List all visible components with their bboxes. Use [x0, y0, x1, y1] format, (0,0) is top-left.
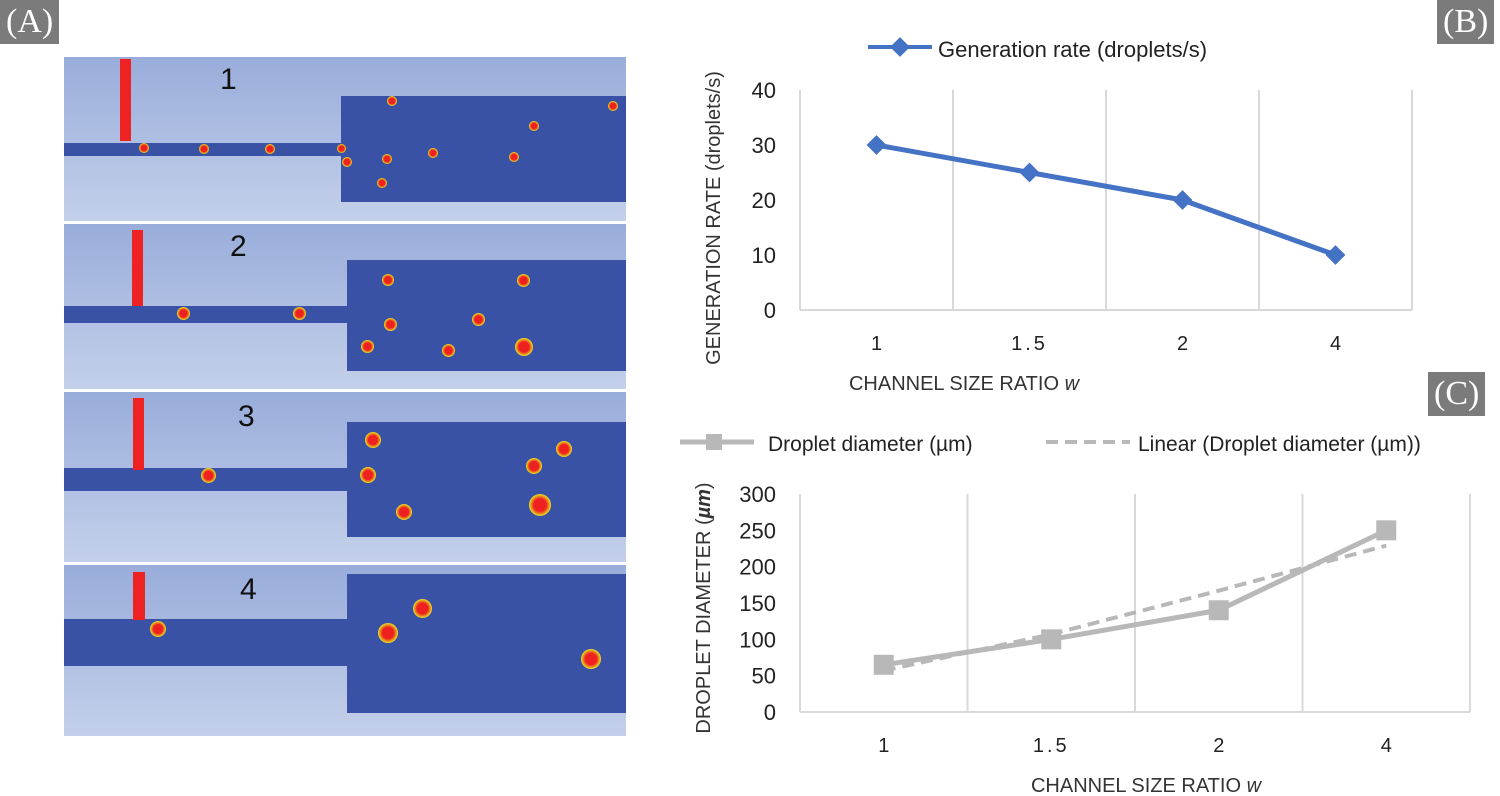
droplet: [413, 599, 432, 618]
simulation-frame-1: 1: [64, 57, 626, 221]
y-tick-label: 250: [739, 518, 776, 543]
y-tick-label: 100: [739, 627, 776, 652]
y-tick-label: 0: [764, 298, 776, 323]
y-tick-label: 0: [764, 700, 776, 725]
y-axis-label: DROPLET DIAMETER (µm): [693, 482, 715, 733]
y-tick-label: 200: [739, 555, 776, 580]
droplet: [293, 307, 306, 320]
y-tick-label: 300: [739, 482, 776, 507]
x-tick-label: 2: [1177, 333, 1188, 355]
simulation-label: 4: [240, 573, 257, 606]
droplet: [608, 101, 618, 111]
x-tick-label: 1: [878, 735, 889, 757]
panel-c-label: (C): [1428, 372, 1486, 416]
data-point: [1325, 245, 1346, 265]
wide-channel: [341, 96, 626, 202]
droplet: [581, 649, 601, 669]
droplet: [526, 458, 542, 474]
x-axis-label: CHANNEL SIZE RATIO w: [849, 373, 1081, 395]
droplet: [529, 121, 539, 131]
x-tick-label: 1: [871, 333, 882, 355]
series-line: [876, 142, 1337, 258]
panel-a-label: (A): [0, 0, 60, 44]
x-axis-label: CHANNEL SIZE RATIO w: [1031, 775, 1263, 796]
droplet: [382, 274, 394, 286]
droplet: [377, 178, 387, 188]
droplet: [378, 623, 398, 643]
panel-b-label: (B): [1437, 0, 1495, 44]
x-tick-label: 4: [1330, 333, 1341, 355]
droplet: [150, 621, 166, 637]
legend-label: Droplet diameter (µm): [768, 433, 973, 456]
narrow-channel: [64, 306, 350, 323]
dispersed-phase-inlet: [132, 230, 143, 306]
droplet: [365, 432, 381, 448]
data-point: [1208, 600, 1229, 621]
droplet: [509, 152, 519, 162]
data-point: [1172, 190, 1193, 210]
wide-channel: [347, 422, 626, 537]
simulation-label: 1: [220, 63, 237, 96]
droplet: [396, 504, 412, 520]
wide-channel: [347, 574, 626, 713]
droplet: [517, 274, 530, 287]
droplet: [515, 338, 533, 356]
y-tick-label: 20: [752, 188, 776, 213]
y-tick-label: 10: [752, 243, 776, 268]
y-tick-label: 40: [752, 78, 776, 103]
droplet: [337, 144, 346, 153]
generation-rate-chart: Generation rate (droplets/s) 0 10 20 30 40 1 1…: [703, 37, 1413, 395]
y-tick-label: 30: [752, 133, 776, 158]
y-tick-label: 150: [739, 591, 776, 616]
simulation-frame-3: 3: [64, 392, 626, 562]
legend-label: Generation rate (droplets/s): [938, 37, 1207, 62]
legend-diamond-icon: [890, 37, 910, 57]
droplet: [361, 340, 374, 353]
droplet: [265, 144, 275, 154]
legend-label: Linear (Droplet diameter (µm)): [1138, 433, 1421, 456]
x-tick-label: 2: [1213, 735, 1224, 757]
simulation-frame-2: 2: [64, 224, 626, 389]
simulation-label: 2: [230, 230, 247, 263]
droplet: [556, 441, 572, 457]
data-point: [873, 654, 894, 675]
data-point: [866, 135, 887, 155]
legend: Droplet diameter (µm) Linear (Droplet di…: [680, 433, 1421, 456]
x-tick-label: 4: [1381, 735, 1392, 757]
droplet: [342, 157, 352, 167]
droplet: [382, 154, 392, 164]
droplet: [442, 344, 455, 357]
droplet: [387, 96, 397, 106]
droplet: [199, 144, 209, 154]
droplet: [139, 143, 149, 153]
dispersed-phase-inlet: [120, 59, 131, 141]
data-point: [1019, 162, 1040, 183]
dispersed-phase-inlet: [133, 398, 144, 470]
simulation-frame-4: 4: [64, 565, 626, 736]
droplet: [201, 468, 216, 483]
x-tick-label: 1.5: [1011, 333, 1048, 355]
x-tick-label: 1.5: [1033, 735, 1070, 757]
simulation-label: 3: [238, 400, 255, 433]
droplet: [177, 307, 190, 320]
trendline: [883, 543, 1387, 673]
droplet: [360, 467, 376, 483]
narrow-channel: [64, 619, 350, 666]
droplet: [384, 318, 397, 331]
legend-square-icon: [706, 434, 722, 450]
droplet-diameter-chart: Droplet diameter (µm) Linear (Droplet di…: [680, 433, 1471, 796]
y-axis-label: GENERATION RATE (droplets/s): [703, 71, 725, 365]
data-point: [1376, 520, 1397, 541]
droplet: [529, 494, 551, 516]
droplet: [428, 148, 438, 158]
droplet: [472, 313, 485, 326]
y-tick-label: 50: [752, 664, 776, 689]
legend: Generation rate (droplets/s): [868, 37, 1207, 62]
dispersed-phase-inlet: [133, 572, 145, 620]
